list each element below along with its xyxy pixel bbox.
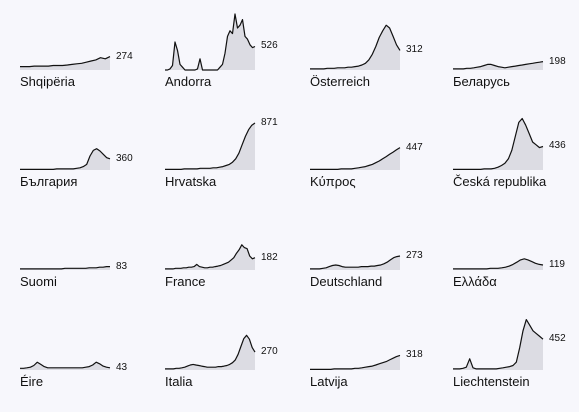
last-value-15: 452 [549,333,566,345]
panel-13: 270 Italia [165,312,309,412]
sparkline-line-8 [20,266,110,270]
sparkline-area-6 [310,147,400,170]
sparkline-line-6 [310,147,401,170]
last-value-3: 198 [549,55,566,67]
panel-5: 871 Hrvatska [165,112,309,212]
sparkline-area-14 [310,355,400,370]
sparkline-line-12 [20,361,111,369]
last-value-4: 360 [116,152,133,164]
sparkline-area-0 [20,56,110,70]
sparkline-7 [453,117,544,170]
sparkline-line-10 [310,255,401,270]
sparkline-area-7 [453,118,543,170]
sparkline-13 [165,334,256,370]
sparkline-area-11 [453,258,543,270]
country-label-6: Κύπρος [310,174,356,189]
sparkline-line-5 [165,122,256,170]
last-value-2: 312 [406,44,423,56]
last-value-11: 119 [549,258,565,270]
sparkline-0 [20,56,111,70]
sparkline-8 [20,266,110,270]
country-label-7: Česká republika [453,174,547,189]
country-label-4: България [20,174,78,189]
last-value-14: 318 [406,349,423,361]
country-label-0: Shqipëria [20,74,75,89]
sparkline-area-4 [20,148,110,170]
last-value-7: 436 [549,140,566,152]
panel-4: 360 България [20,112,164,212]
country-label-8: Suomi [20,274,57,289]
last-value-13: 270 [261,346,278,358]
sparkline-11 [453,258,544,270]
country-label-2: Österreich [310,74,370,89]
panel-7: 436 Česká republika [453,112,579,212]
panel-3: 198 Беларусь [453,12,579,112]
sparkline-1 [165,13,256,71]
country-label-10: Deutschland [310,274,383,289]
country-label-9: France [165,274,206,289]
sparkline-line-0 [20,56,111,68]
sparkline-line-3 [453,61,544,70]
country-label-14: Latvija [310,374,348,389]
sparkline-6 [310,147,401,170]
country-label-1: Andorra [165,74,212,89]
panel-14: 318 Latvija [310,312,454,412]
sparkline-3 [453,61,544,70]
sparkline-area-15 [453,319,543,370]
sparkline-12 [20,361,111,370]
sparkline-area-10 [310,256,400,270]
sparkline-line-15 [453,319,544,370]
sparkline-4 [20,148,111,170]
panel-12: 43 Éire [20,312,164,412]
sparkline-area-9 [165,244,255,270]
last-value-1: 526 [261,40,278,52]
country-label-5: Hrvatska [165,174,217,189]
sparkline-line-4 [20,148,111,170]
last-value-6: 447 [406,141,423,153]
sparkline-line-13 [165,334,256,370]
last-value-8: 83 [116,260,128,272]
last-value-5: 871 [261,116,278,128]
last-value-12: 43 [116,361,128,373]
sparkline-area-1 [165,14,255,70]
last-value-0: 274 [116,50,133,62]
panel-2: 312 Österreich [310,12,454,112]
sparkline-line-7 [453,117,544,170]
panel-11: 119 Ελλάδα [453,212,579,312]
country-label-3: Беларусь [453,74,510,89]
panel-15: 452 Liechtenstein [453,312,579,412]
sparkline-line-1 [165,13,256,71]
country-label-13: Italia [165,374,193,389]
sparkline-14 [310,354,401,370]
sparkline-line-11 [453,258,544,270]
sparkline-area-5 [165,123,255,170]
panel-8: 83 Suomi [20,212,164,312]
sparkline-area-13 [165,335,255,370]
panel-1: 526 Andorra [165,12,309,112]
last-value-9: 182 [261,251,278,263]
panel-10: 273 Deutschland [310,212,454,312]
sparkline-area-12 [20,362,110,370]
panel-9: 182 France [165,212,309,312]
country-label-12: Éire [20,374,44,389]
sparkline-9 [165,244,256,270]
sparkline-5 [165,122,256,170]
sparkline-area-2 [310,25,400,70]
panel-6: 447 Κύπρος [310,112,454,212]
sparkline-10 [310,255,401,270]
last-value-10: 273 [406,250,423,261]
panel-0: 274 Shqipëria [20,12,164,112]
sparkline-2 [310,24,401,70]
sparkline-line-2 [310,24,401,70]
sparkline-line-14 [310,354,401,370]
country-label-15: Liechtenstein [453,374,530,389]
sparkline-line-9 [165,244,256,270]
country-label-11: Ελλάδα [453,274,497,289]
sparkline-15 [453,319,544,370]
